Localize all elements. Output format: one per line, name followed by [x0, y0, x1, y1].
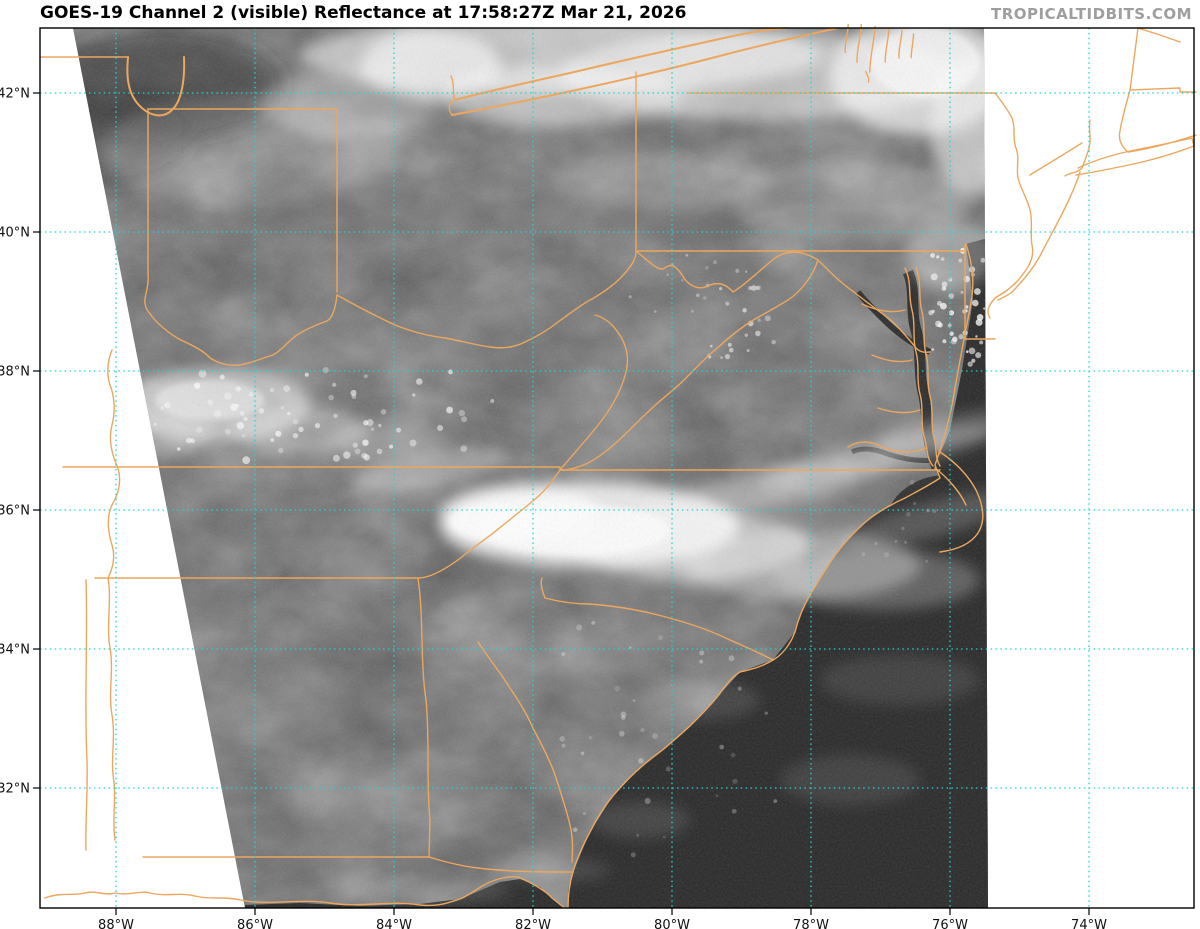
- boundary-newyork-newjersey: [1029, 142, 1083, 176]
- boundary-kentucky-virginia: [559, 314, 629, 471]
- lon-tick-label: 78°W: [793, 918, 829, 929]
- savannah-river-boundary: [477, 641, 574, 863]
- boundary-georgia-florida: [428, 856, 574, 873]
- lon-tick-label: 74°W: [1071, 918, 1107, 929]
- chesapeake-east-shore: [915, 267, 941, 467]
- lon-tick-label: 76°W: [932, 918, 968, 929]
- lat-tick-label: 36°N: [0, 504, 30, 519]
- newjersey-coast: [997, 171, 1081, 301]
- lon-tick-label: 84°W: [376, 918, 412, 929]
- graticule: [40, 28, 1194, 908]
- satellite-imagery: [73, 28, 988, 908]
- lon-tick-label: 88°W: [98, 918, 134, 929]
- lat-tick-label: 34°N: [0, 643, 30, 658]
- lon-tick-label: 82°W: [515, 918, 551, 929]
- hudson-river: [1064, 119, 1091, 177]
- lake-erie-west-tip: [448, 75, 456, 116]
- atlantic-coastline: [567, 243, 974, 909]
- map-title: GOES-19 Channel 2 (visible) Reflectance …: [40, 3, 687, 23]
- outer-banks: [934, 451, 984, 553]
- boundary-mississippi-alabama: [85, 579, 88, 851]
- potomac-river-boundary: [817, 259, 931, 354]
- chesapeake-west-shore: [904, 267, 934, 467]
- boundary-alabama-georgia: [417, 577, 431, 858]
- boundary-illinois-indiana-wabash: [144, 108, 338, 366]
- delaware-river-newjersey: [987, 92, 1034, 319]
- lat-tick-label: 42°N: [0, 87, 30, 102]
- plot-frame: [39, 27, 1195, 909]
- boundary-northcarolina-southcarolina: [540, 577, 774, 661]
- connecticut-coast: [1127, 134, 1197, 153]
- new-england-boundaries: [1118, 27, 1197, 153]
- sensor-grain: [73, 28, 988, 908]
- mason-dixon-line: [635, 244, 996, 340]
- lat-tick-label: 40°N: [0, 226, 30, 241]
- axis-ticks: 42°N 40°N 38°N 36°N 34°N 32°N 88°W 86°W 84°W 82°W…: [0, 87, 1107, 929]
- lat-tick-label: 32°N: [0, 782, 30, 797]
- boundary-west-virginia: [559, 250, 819, 471]
- mississippi-river: [107, 349, 121, 841]
- ohio-river: [336, 250, 637, 349]
- boundary-36-30-parallel: [62, 466, 941, 471]
- tidewater-rivers: [847, 303, 927, 453]
- state-boundaries: [39, 23, 1197, 909]
- gulf-coastline: [44, 876, 566, 909]
- lake-michigan-shore: [126, 56, 186, 117]
- boundary-tennessee-northcarolina: [417, 469, 561, 579]
- watermark: TROPICALTIDBITS.COM: [991, 5, 1192, 23]
- long-island-south-shore: [1075, 145, 1195, 176]
- lake-erie-south-shore: [451, 27, 839, 116]
- lake-erie-north-shore: [454, 27, 789, 101]
- lat-tick-label: 38°N: [0, 365, 30, 380]
- lon-tick-label: 86°W: [237, 918, 273, 929]
- long-island-north-shore: [1077, 137, 1195, 169]
- lon-tick-label: 80°W: [654, 918, 690, 929]
